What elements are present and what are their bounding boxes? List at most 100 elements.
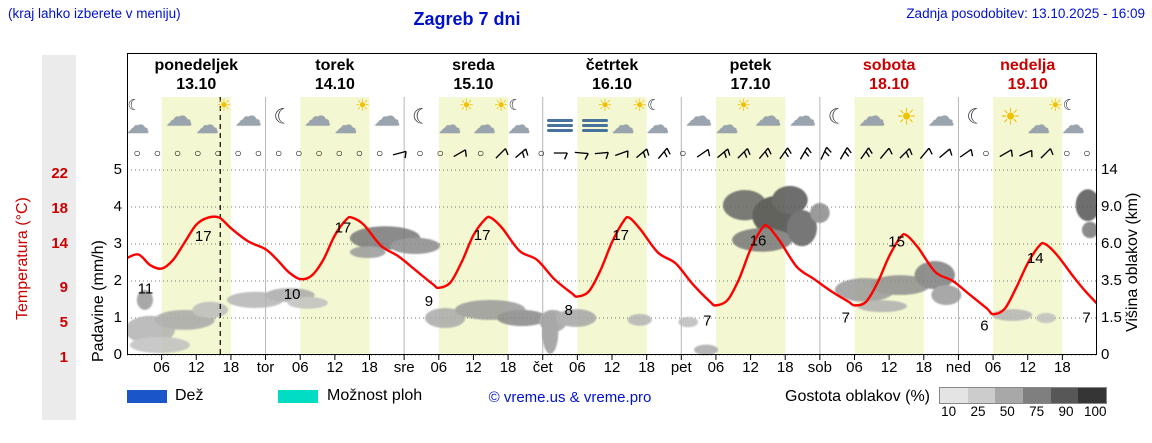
temp-tick: 22 — [51, 164, 68, 182]
cloud-density-blob — [1081, 221, 1097, 239]
density-scale-number: 90 — [1058, 404, 1074, 419]
cloud-icon: ☁ — [685, 101, 713, 132]
wind-barb-icon — [632, 143, 652, 163]
wind-barb-glyph — [737, 148, 751, 159]
cloud-icon: ☁ — [645, 112, 669, 138]
calm-wind-icon: ○ — [274, 146, 283, 160]
temp-point-label: 8 — [565, 302, 573, 319]
density-scale-number: 75 — [1029, 404, 1045, 419]
rain-legend-swatch — [127, 390, 167, 403]
day-date: 14.10 — [314, 76, 355, 93]
temp-point-label: 7 — [703, 312, 711, 329]
sun-icon: ☀ — [493, 96, 509, 115]
day-name: petek — [729, 57, 772, 74]
wind-barb-icon — [1016, 143, 1036, 163]
day-header: ponedeljek 13.10 — [127, 56, 266, 94]
moon-icon: ☾ — [273, 105, 293, 129]
cloud-density-layer — [127, 185, 1097, 355]
temp-point-label: 7 — [1082, 310, 1090, 327]
x-tick-label: 18 — [361, 359, 378, 376]
fog-icon — [547, 124, 574, 127]
day-name: četrtek — [585, 57, 639, 74]
wind-barb-glyph — [820, 146, 832, 160]
calm-wind-icon: ○ — [477, 146, 485, 160]
cloud-density-blob — [627, 313, 652, 326]
cloud-density-blob — [136, 289, 153, 310]
calm-wind-icon: ○ — [133, 146, 141, 160]
calm-wind-icon: ○ — [375, 146, 384, 160]
wind-barb-icon — [956, 143, 976, 163]
day-name: ponedeljek — [154, 57, 239, 74]
cloud-density-blob — [542, 310, 559, 354]
cloud-icon: ☁ — [789, 101, 817, 132]
x-tick-label: čet — [532, 359, 553, 376]
sun-icon: ☀ — [632, 96, 648, 115]
temp-point-label: 7 — [842, 310, 850, 327]
temp-point-label: 17 — [474, 227, 491, 244]
sun-icon: ☀ — [354, 96, 371, 115]
cloud-icon: ☁ — [334, 112, 358, 138]
cloud-density-blob — [732, 228, 793, 252]
daytime-band — [300, 97, 370, 355]
sun-icon: ☀ — [1047, 96, 1064, 115]
cloud-height-tick: 9.0 — [1101, 198, 1122, 215]
x-tick-label: tor — [256, 359, 275, 376]
density-gradient-segment — [1078, 388, 1107, 403]
wind-barb-icon — [935, 143, 955, 163]
fog-icon — [547, 119, 574, 122]
day-date: 18.10 — [869, 76, 910, 93]
sun-icon: ☀ — [896, 103, 917, 130]
wind-barb-icon — [713, 143, 733, 163]
day-header: nedelja 19.10 — [958, 56, 1097, 94]
fog-icon — [581, 124, 608, 127]
day-date: 17.10 — [730, 76, 771, 93]
temp-point-label: 15 — [888, 233, 905, 250]
precip-tick: 4 — [113, 198, 122, 215]
weather-icon-cloud: ☁ — [854, 97, 890, 137]
showers-legend-label: Možnost ploh — [327, 387, 423, 404]
temperature-axis-label: Temperatura (°C) — [14, 197, 31, 320]
temp-point-label: 17 — [335, 219, 352, 236]
cloud-density-blob — [914, 261, 955, 290]
x-tick-label: 12 — [187, 359, 205, 376]
wind-barb-glyph — [515, 148, 529, 159]
daytime-band — [854, 97, 924, 355]
cloud-density-blob — [1075, 189, 1097, 222]
temp-point-label: 9 — [425, 293, 433, 310]
weather-icon-sun-cloud: ☀ ☁ — [1027, 97, 1063, 137]
density-gradient-segment — [940, 388, 968, 403]
day-header: torek 14.10 — [266, 56, 405, 94]
wind-barb-glyph — [799, 147, 812, 160]
cloud-density-blob — [129, 336, 190, 354]
day-name: torek — [315, 57, 355, 74]
density-gradient-segment — [995, 388, 1024, 403]
left-axis-strip — [42, 55, 76, 420]
weather-icon-cloud: ☁ — [369, 97, 405, 137]
cloud-density-blob — [287, 296, 328, 309]
cloud-icon: ☁ — [858, 101, 886, 132]
wind-barb-icon — [754, 143, 774, 163]
cloud-icon: ☁ — [1061, 112, 1085, 138]
wind-barb-glyph — [554, 152, 569, 160]
cloud-density-blob — [349, 246, 386, 259]
x-tick-label: 18 — [638, 359, 655, 376]
day-header: četrtek 16.10 — [543, 56, 682, 94]
wind-barb-icon — [733, 143, 753, 163]
weather-icon-moon: ☾ — [403, 97, 439, 137]
cloud-icon: ☁ — [304, 101, 332, 132]
wind-barb-icon — [491, 143, 511, 163]
wind-barb-icon — [814, 143, 834, 163]
temperature-curve — [127, 215, 1097, 316]
wind-barb-glyph — [615, 150, 629, 158]
cloud-density-blob — [497, 309, 547, 327]
cloud-height-tick: 1.5 — [1101, 309, 1122, 326]
weather-icon-moon: ☾ — [958, 97, 994, 137]
temp-tick: 5 — [59, 313, 68, 331]
sun-icon: ☀ — [458, 96, 475, 115]
weather-icon-sun-cloud: ☀ ☁ — [611, 97, 647, 137]
x-tick-label: 12 — [465, 359, 482, 376]
cloud-icon: ☁ — [754, 101, 782, 132]
weather-icon-moon-cloud: ☾ ☁ — [1062, 97, 1098, 137]
copyright-link[interactable]: © vreme.us & vreme.pro — [488, 389, 652, 406]
wind-barb-icon — [592, 143, 612, 163]
